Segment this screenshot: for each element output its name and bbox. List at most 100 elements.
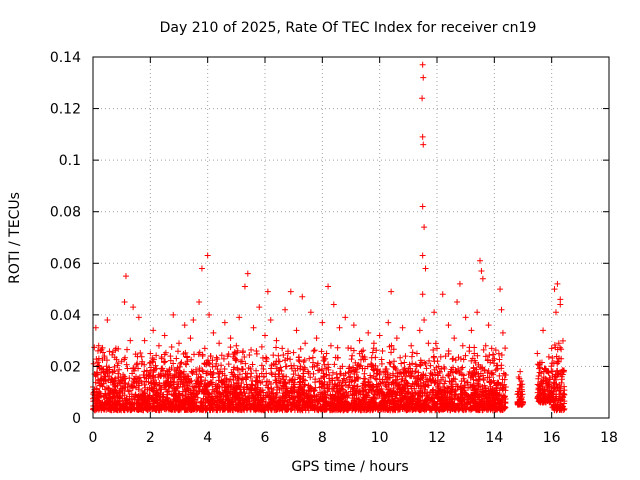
data-point [97, 382, 104, 389]
data-point [348, 345, 354, 352]
data-point [202, 377, 209, 384]
data-point [480, 346, 487, 353]
data-point [355, 374, 362, 381]
data-point [402, 373, 409, 380]
data-point [216, 374, 223, 381]
data-point [552, 344, 559, 351]
data-point [409, 397, 416, 404]
data-point [411, 373, 418, 380]
data-point [250, 393, 257, 400]
data-point [258, 343, 265, 350]
data-point [551, 286, 558, 293]
data-point [442, 353, 449, 360]
data-point [290, 381, 297, 388]
data-point [310, 370, 317, 377]
data-point [321, 373, 328, 380]
data-point [445, 372, 452, 379]
data-point [361, 406, 368, 413]
data-point [156, 407, 163, 414]
data-point [420, 406, 427, 413]
data-point [221, 365, 228, 372]
data-point [373, 370, 380, 377]
data-point [496, 401, 503, 408]
data-point [447, 407, 454, 414]
data-point [98, 370, 105, 377]
data-point [375, 406, 382, 413]
data-point [335, 405, 342, 412]
data-point [255, 397, 262, 404]
data-point [324, 401, 331, 408]
data-point [540, 396, 547, 403]
data-point [342, 398, 349, 405]
data-point [398, 360, 405, 367]
data-point [393, 335, 400, 342]
data-point [306, 355, 313, 362]
data-point [233, 356, 240, 363]
y-tick-label: 0.04 [50, 308, 81, 324]
data-point [204, 252, 211, 259]
data-point [217, 395, 224, 402]
data-point [340, 407, 347, 414]
data-point [498, 352, 505, 359]
data-point [167, 382, 174, 389]
data-point [131, 376, 138, 383]
data-point [367, 407, 374, 414]
data-point [199, 352, 206, 359]
data-point [313, 362, 320, 369]
data-point [423, 406, 430, 413]
data-point [115, 378, 122, 385]
data-point [444, 401, 451, 408]
data-point [325, 364, 332, 371]
data-point [259, 354, 266, 361]
data-point [349, 407, 356, 414]
data-point [457, 370, 464, 377]
data-point [155, 374, 162, 381]
data-point [362, 386, 369, 393]
data-point [354, 383, 361, 390]
data-point [323, 350, 330, 357]
data-point [332, 381, 339, 388]
data-point [248, 346, 255, 353]
data-point [405, 366, 412, 373]
data-point [253, 367, 260, 374]
data-point [258, 396, 265, 403]
data-point [427, 377, 434, 384]
data-point [330, 301, 337, 308]
data-point [189, 400, 196, 407]
data-point [126, 375, 133, 382]
data-point [243, 374, 250, 381]
data-point [173, 393, 180, 400]
data-point [143, 367, 150, 374]
data-point [458, 366, 465, 373]
data-point [365, 382, 372, 389]
data-point [246, 352, 253, 359]
x-axis-label: GPS time / hours [291, 459, 408, 475]
data-point [185, 401, 192, 408]
data-point [295, 356, 302, 363]
data-point [213, 354, 220, 361]
data-point [378, 402, 385, 409]
data-point [321, 383, 328, 390]
data-point [340, 394, 347, 401]
data-point [399, 395, 406, 402]
data-point [191, 405, 198, 412]
data-point [165, 406, 172, 413]
y-tick-label: 0.12 [50, 102, 81, 118]
data-point [180, 403, 187, 410]
data-point [417, 375, 424, 382]
data-point [233, 380, 240, 387]
data-point [207, 404, 214, 411]
data-point [423, 378, 430, 385]
data-point [209, 363, 216, 370]
data-point [249, 361, 256, 368]
y-tick-label: 0.02 [50, 359, 81, 375]
data-point [409, 369, 416, 376]
data-point [396, 381, 403, 388]
data-point [349, 377, 356, 384]
data-point [160, 373, 167, 380]
data-point [548, 363, 555, 370]
data-point [494, 396, 501, 403]
data-point [160, 380, 167, 387]
data-point [462, 314, 469, 321]
data-point [305, 387, 312, 394]
